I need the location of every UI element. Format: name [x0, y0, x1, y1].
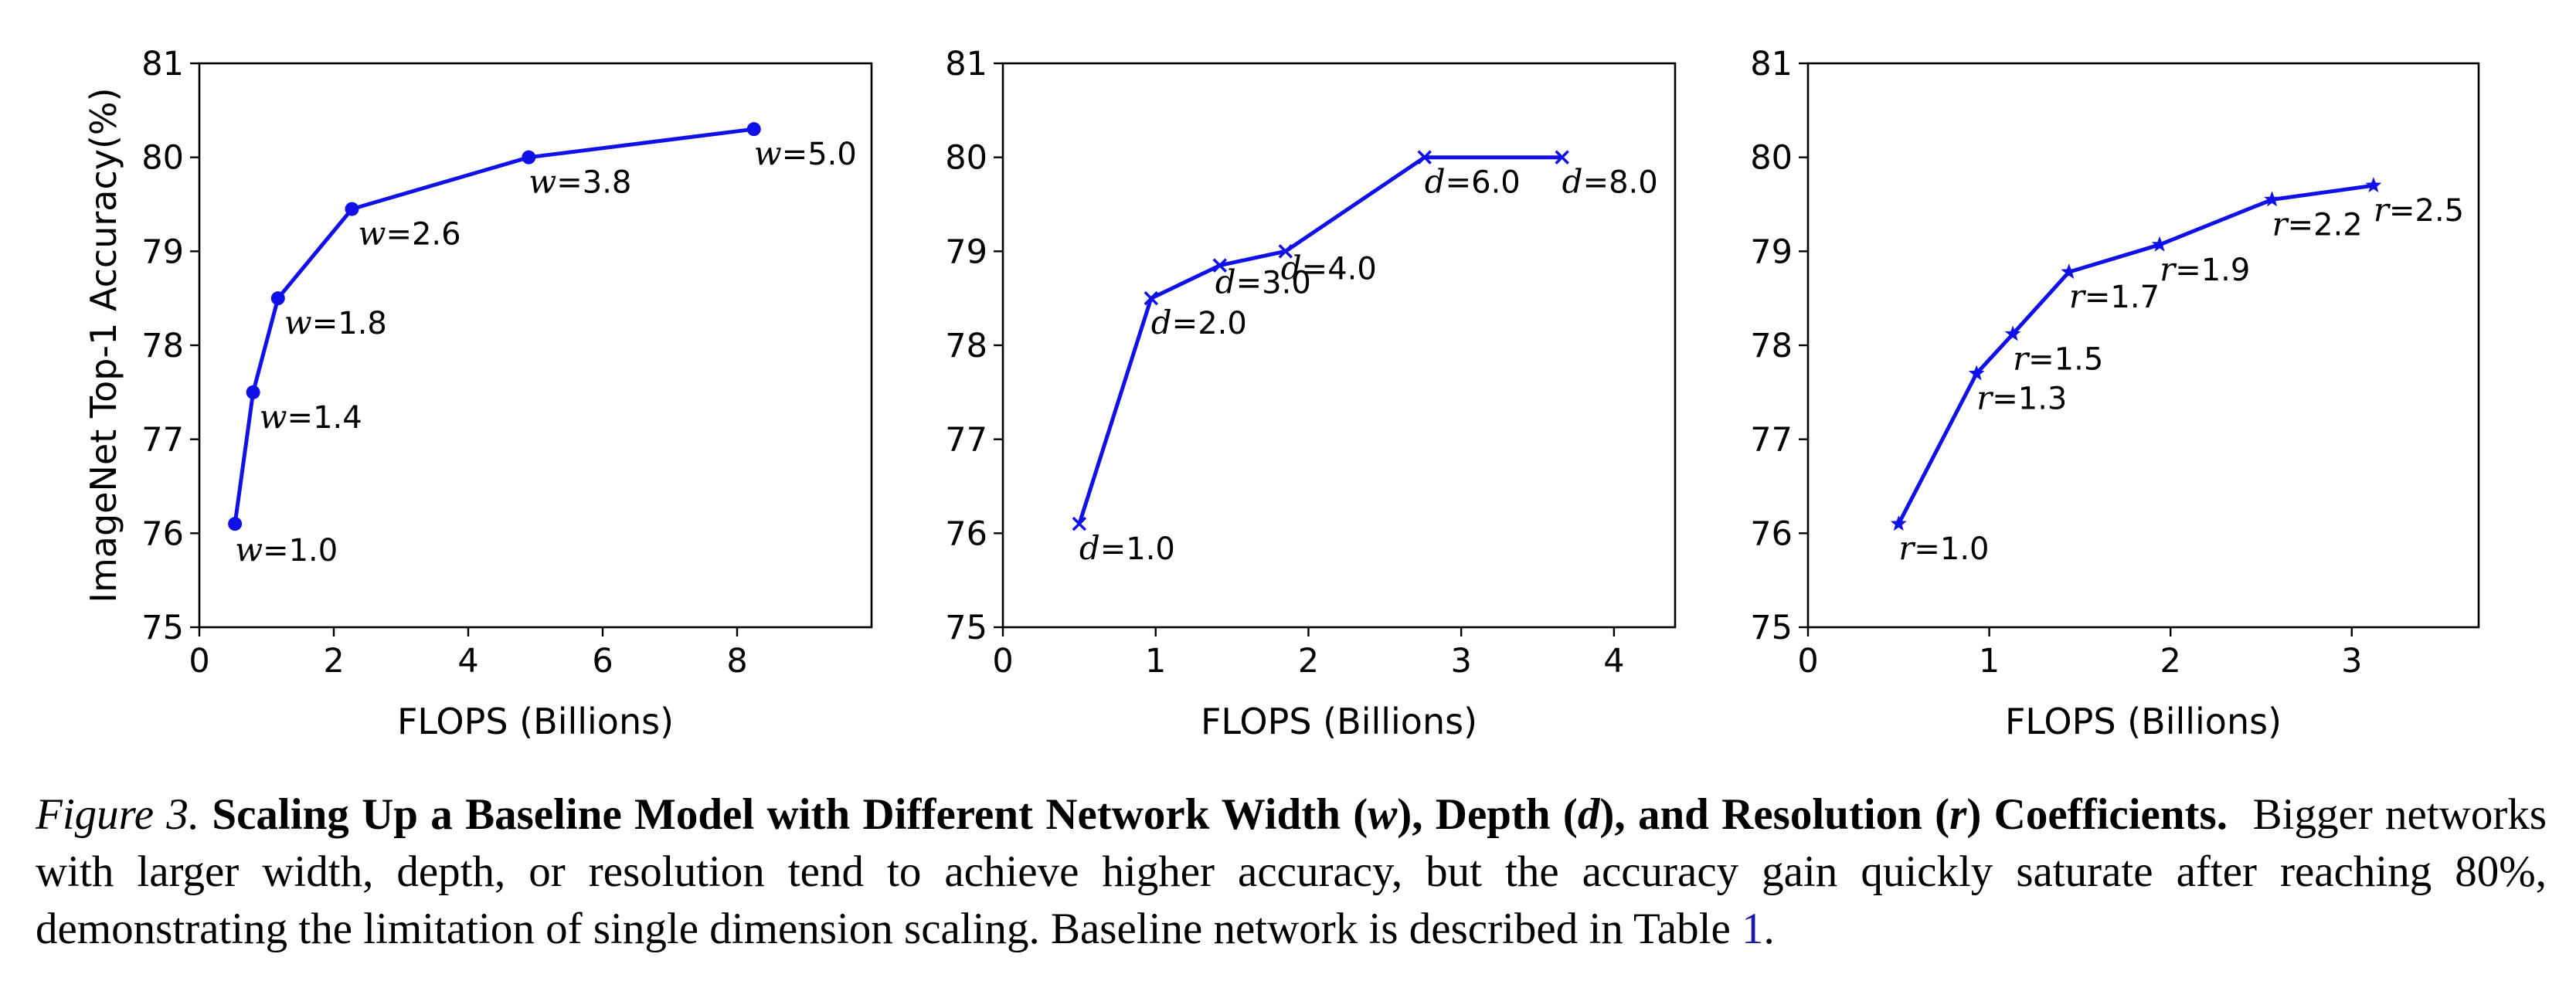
- data-point: [2004, 325, 2021, 341]
- x-tick-label: 2: [1298, 642, 1319, 681]
- series-line: [1077, 155, 1562, 524]
- y-tick-label: 78: [141, 327, 184, 365]
- data-point: [1072, 516, 1087, 531]
- y-tick-label: 76: [141, 514, 184, 553]
- y-tick-label: 80: [1750, 139, 1793, 178]
- data-point-label: w=1.8: [284, 304, 387, 341]
- x-tick-label: 0: [992, 642, 1013, 681]
- data-point-label: d=6.0: [1425, 163, 1521, 201]
- y-tick-label: 76: [945, 514, 987, 553]
- x-tick-label: 3: [2341, 642, 2362, 681]
- data-point: [522, 150, 536, 165]
- caption-label: Figure 3.: [36, 790, 200, 839]
- y-tick-label: 81: [141, 45, 184, 83]
- table-reference-link[interactable]: 1: [1742, 905, 1764, 953]
- data-point-label: d=2.0: [1151, 304, 1247, 341]
- data-point-label: w=2.6: [358, 215, 460, 253]
- x-tick-label: 2: [323, 642, 344, 681]
- data-point: [1968, 365, 1985, 381]
- data-point: [2061, 263, 2078, 279]
- data-point-label: w=1.4: [260, 398, 362, 436]
- data-point: [2365, 177, 2382, 193]
- y-tick-label: 77: [945, 421, 987, 460]
- data-point: [345, 202, 359, 216]
- y-tick-label: 75: [945, 609, 987, 647]
- x-tick-label: 3: [1451, 642, 1472, 681]
- data-point-label: w=5.0: [754, 134, 857, 172]
- data-point-label: r=1.0: [1898, 529, 1989, 567]
- y-tick-label: 77: [1750, 421, 1793, 460]
- data-point: [1890, 515, 1907, 531]
- data-point-label: r=1.3: [1976, 379, 2067, 417]
- data-point-label: r=2.5: [2374, 191, 2464, 229]
- y-tick-label: 81: [1750, 45, 1793, 83]
- data-point-label: d=8.0: [1562, 163, 1658, 201]
- data-point-label: d=3.0: [1215, 263, 1311, 301]
- x-axis-label: FLOPS (Billions): [1201, 701, 1477, 742]
- x-tick-label: 6: [592, 642, 613, 681]
- data-point-label: r=1.7: [2069, 277, 2160, 315]
- x-tick-label: 1: [1145, 642, 1166, 681]
- data-point-label: r=1.5: [2013, 339, 2103, 377]
- data-point: [2151, 236, 2168, 252]
- data-point: [270, 291, 285, 306]
- chart-panel-1: 75 76 77 78 79 80 81 0 2 4 6 8 FLOPS (Billions) Image…: [83, 45, 873, 742]
- y-tick-label: 81: [945, 45, 987, 83]
- caption-title: Scaling Up a Baseline Model with Differe…: [212, 790, 2228, 839]
- y-tick-label: 80: [945, 139, 987, 178]
- data-point: [1278, 244, 1293, 259]
- figure-charts: 75 76 77 78 79 80 81 0 2 4 6 8 FLOPS (Billions) Image…: [83, 45, 2480, 742]
- data-point: [1144, 290, 1159, 306]
- caption-body: Bigger networks with larger width, depth…: [36, 790, 2547, 953]
- data-point: [746, 122, 761, 137]
- y-tick-label: 77: [141, 421, 184, 460]
- x-tick-label: 1: [1979, 642, 2000, 681]
- data-point: [1555, 150, 1569, 165]
- y-axis-label: ImageNet Top-1 Accuracy(%): [83, 87, 124, 603]
- data-point: [1212, 258, 1228, 273]
- x-tick-label: 2: [2160, 642, 2181, 681]
- figure-caption: Figure 3. Scaling Up a Baseline Model wi…: [36, 790, 2547, 953]
- data-point-label: w=1.0: [235, 531, 338, 569]
- y-tick-label: 78: [945, 327, 987, 365]
- y-tick-label: 75: [1750, 609, 1793, 647]
- data-point-label: d=1.0: [1079, 529, 1175, 567]
- x-tick-label: 4: [457, 642, 478, 681]
- y-tick-label: 79: [141, 233, 184, 271]
- chart-panel-3: 75 76 77 78 79 80 81 0 1 2 3 FLOPS (Billions) r=1.0 r…: [1750, 45, 2480, 742]
- data-point: [1417, 150, 1432, 165]
- data-point-label: w=3.8: [528, 163, 631, 201]
- x-tick-label: 0: [1797, 642, 1818, 681]
- y-tick-label: 75: [141, 609, 184, 647]
- data-point-label: r=2.2: [2272, 205, 2363, 243]
- data-point: [228, 517, 243, 531]
- series-line: [233, 127, 755, 524]
- x-tick-label: 8: [726, 642, 747, 681]
- data-point-label: r=1.9: [2160, 250, 2250, 288]
- y-tick-label: 79: [1750, 233, 1793, 271]
- data-point-label: d=4.0: [1281, 249, 1377, 287]
- y-tick-label: 80: [141, 139, 184, 178]
- x-axis-label: FLOPS (Billions): [2005, 701, 2282, 742]
- x-tick-label: 0: [189, 642, 209, 681]
- y-tick-label: 79: [945, 233, 987, 271]
- chart-panel-2: 75 76 77 78 79 80 81 0 1 2 3 4 FLOPS (Billions) d=1.0…: [945, 45, 1677, 742]
- data-point: [2264, 191, 2280, 207]
- y-tick-label: 76: [1750, 514, 1793, 553]
- x-axis-label: FLOPS (Billions): [397, 701, 674, 742]
- x-tick-label: 4: [1603, 642, 1624, 681]
- data-point: [246, 385, 260, 399]
- y-tick-label: 78: [1750, 327, 1793, 365]
